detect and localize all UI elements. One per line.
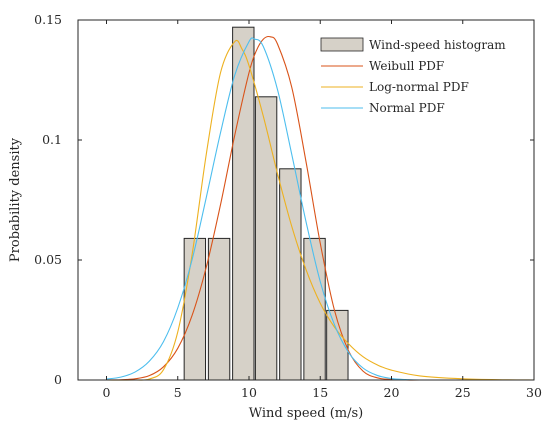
weibull-pdf-curve <box>106 35 534 381</box>
y-axis-label: Probability density <box>8 137 23 262</box>
axis-ticks: 0 5 10 15 20 25 30 0 0.05 0.1 0.15 <box>34 12 542 400</box>
legend-label-lognormal: Log-normal PDF <box>369 80 469 94</box>
x-tick-label: 20 <box>384 385 400 400</box>
x-tick-label: 15 <box>312 385 328 400</box>
histogram-bar <box>254 96 278 381</box>
histogram-bars <box>183 26 349 381</box>
histogram-bar <box>183 237 207 381</box>
y-tick-label: 0.05 <box>34 252 62 267</box>
x-axis-label: Wind speed (m/s) <box>249 406 363 421</box>
x-tick-label: 10 <box>241 385 257 400</box>
y-tick-label: 0 <box>54 372 62 387</box>
histogram-bar <box>207 237 231 381</box>
pdf-curves <box>106 35 535 381</box>
log-normal-pdf-curve <box>106 39 535 381</box>
normal-pdf-curve <box>106 37 534 381</box>
legend-label-weibull: Weibull PDF <box>369 59 444 73</box>
legend-label-normal: Normal PDF <box>369 101 445 115</box>
histogram-bar <box>232 26 255 381</box>
plot-frame <box>77 19 535 381</box>
x-tick-label: 25 <box>455 385 471 400</box>
y-tick-label: 0.1 <box>42 132 62 147</box>
legend-swatch-histogram <box>320 37 364 52</box>
legend-label-histogram: Wind-speed histogram <box>369 38 506 52</box>
x-tick-label: 0 <box>103 385 111 400</box>
x-tick-label: 30 <box>526 385 542 400</box>
histogram-bar <box>279 168 302 381</box>
x-tick-label: 5 <box>174 385 182 400</box>
legend: Wind-speed histogram Weibull PDF Log-nor… <box>312 33 506 125</box>
y-tick-label: 0.15 <box>34 12 62 27</box>
